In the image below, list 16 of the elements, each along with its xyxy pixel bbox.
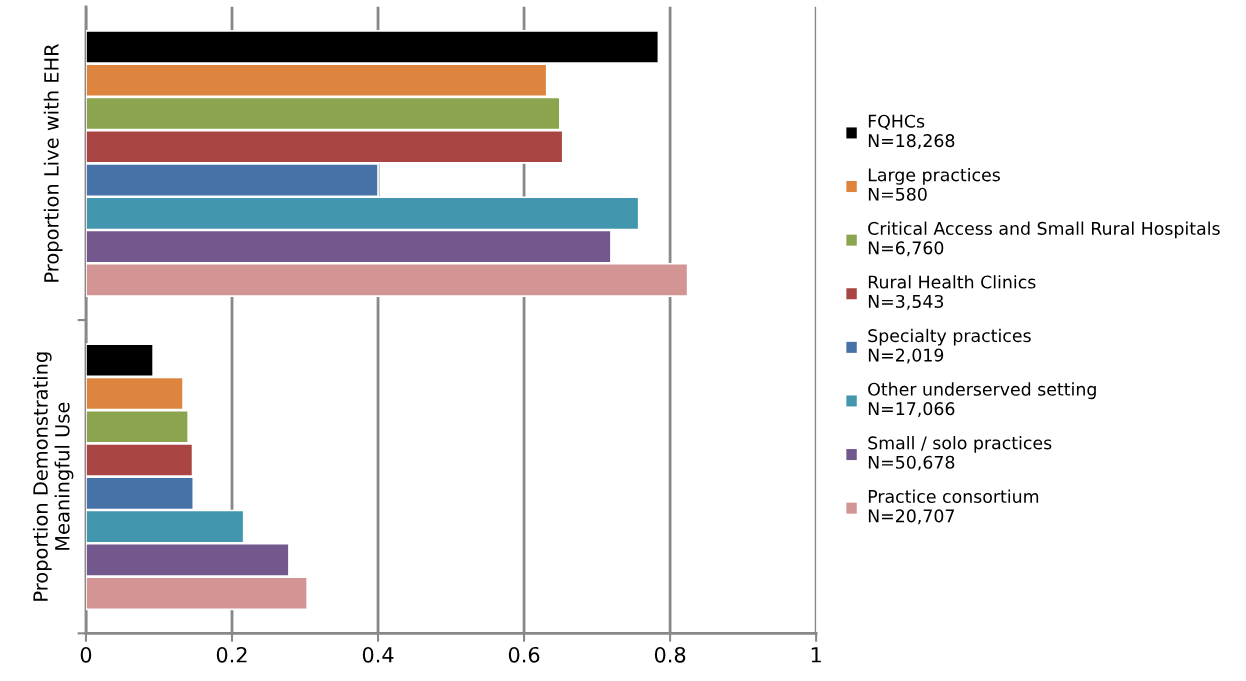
y-tick-label: Proportion Demonstrating Meaningful Use xyxy=(32,352,74,601)
legend-label: Specialty practices N=2,019 xyxy=(868,328,1031,364)
legend-label: Large practices N=580 xyxy=(868,167,1000,201)
x-tick-label: 0.8 xyxy=(654,646,686,663)
legend-label: Critical Access and Small Rural Hospitals N=6,760 xyxy=(868,221,1220,257)
x-tick-label: 1 xyxy=(811,647,821,663)
x-tick-label: 0.6 xyxy=(508,646,540,663)
legend-label: Rural Health Clinics N=3,543 xyxy=(868,275,1036,310)
legend-label: Other underserved setting N=17,066 xyxy=(868,382,1096,418)
x-tick-label: 0.4 xyxy=(362,646,394,663)
x-tick-label: 0.2 xyxy=(216,646,247,663)
y-tick-label: Proportion Live with EHR xyxy=(43,43,63,282)
legend-label: Small / solo practices N=50,678 xyxy=(868,435,1052,471)
legend-label: FQHCs N=18,268 xyxy=(868,114,955,149)
legend-label: Practice consortium N=20,707 xyxy=(868,489,1039,525)
x-tick-label: 0 xyxy=(80,646,92,663)
